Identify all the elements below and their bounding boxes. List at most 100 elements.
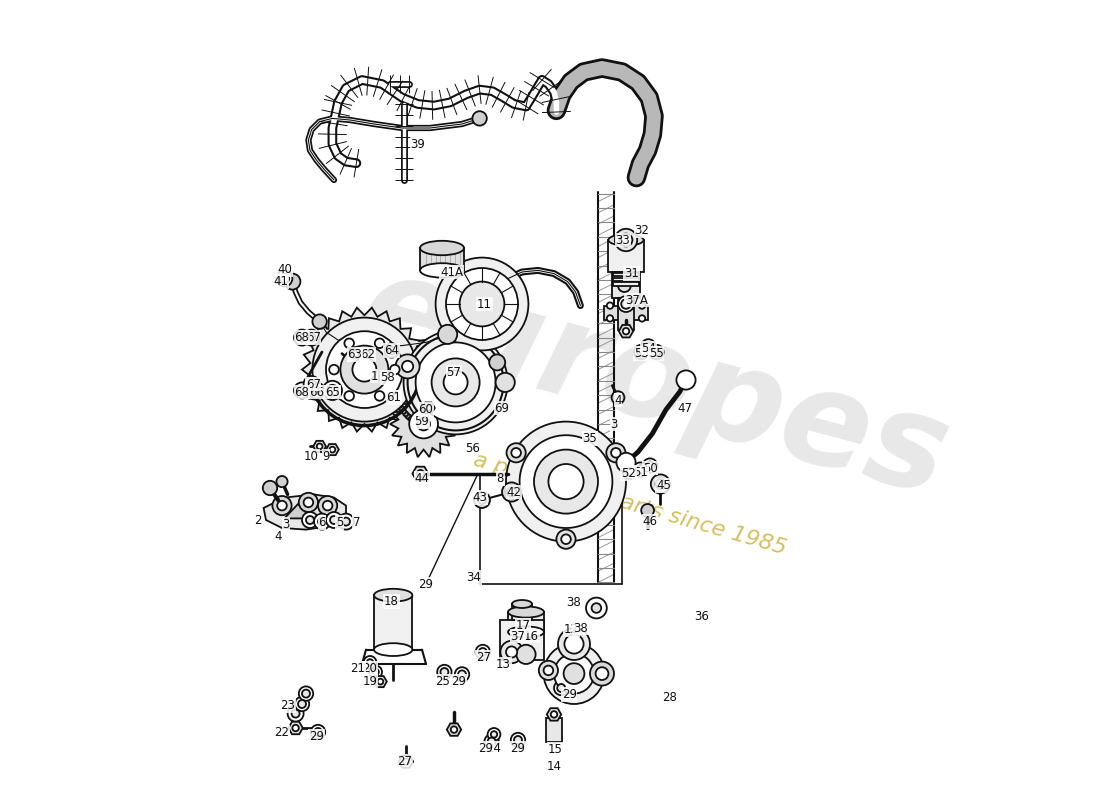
Text: 11: 11: [477, 298, 492, 310]
Text: 6: 6: [318, 516, 326, 529]
Text: a pasion for parts since 1985: a pasion for parts since 1985: [471, 450, 789, 558]
Circle shape: [406, 414, 410, 418]
Circle shape: [330, 446, 336, 453]
Circle shape: [306, 516, 313, 524]
Circle shape: [294, 382, 310, 398]
Circle shape: [385, 377, 390, 382]
Circle shape: [308, 380, 316, 388]
Circle shape: [652, 348, 660, 356]
Circle shape: [366, 659, 373, 666]
Circle shape: [314, 514, 330, 530]
Text: 35: 35: [583, 432, 597, 445]
Text: 43: 43: [472, 491, 487, 504]
Bar: [604, 306, 648, 320]
Circle shape: [425, 418, 435, 428]
Bar: [546, 718, 562, 742]
Circle shape: [543, 666, 553, 675]
Circle shape: [484, 734, 498, 749]
Circle shape: [402, 409, 410, 418]
Circle shape: [417, 421, 422, 426]
Bar: [507, 612, 543, 632]
Circle shape: [564, 634, 584, 654]
Circle shape: [326, 331, 403, 408]
Text: 32: 32: [635, 224, 649, 237]
Polygon shape: [619, 325, 634, 338]
Circle shape: [549, 464, 584, 499]
Circle shape: [415, 418, 425, 428]
Circle shape: [510, 733, 525, 747]
Circle shape: [477, 290, 492, 305]
Text: 61: 61: [386, 391, 402, 404]
Circle shape: [411, 417, 420, 426]
Circle shape: [474, 492, 490, 508]
Circle shape: [409, 416, 418, 426]
Circle shape: [414, 419, 418, 424]
Circle shape: [377, 678, 383, 685]
Circle shape: [314, 728, 322, 736]
Ellipse shape: [420, 263, 464, 278]
Circle shape: [387, 382, 393, 387]
Circle shape: [390, 365, 399, 374]
Circle shape: [403, 397, 412, 406]
Circle shape: [519, 435, 613, 528]
Text: 36: 36: [694, 610, 710, 622]
Polygon shape: [412, 466, 428, 481]
Circle shape: [312, 386, 320, 394]
Circle shape: [403, 411, 412, 421]
Circle shape: [302, 512, 318, 528]
Circle shape: [443, 370, 468, 394]
Text: 27: 27: [397, 755, 411, 768]
Circle shape: [389, 389, 398, 398]
Circle shape: [403, 758, 409, 765]
Circle shape: [436, 258, 528, 350]
Circle shape: [285, 274, 300, 290]
Circle shape: [487, 728, 500, 741]
Bar: [618, 298, 634, 330]
Circle shape: [405, 413, 415, 422]
Text: 64: 64: [384, 344, 399, 357]
Circle shape: [554, 681, 569, 695]
Bar: [374, 595, 412, 650]
Text: 29: 29: [418, 578, 433, 590]
Circle shape: [637, 466, 645, 474]
Bar: [608, 240, 644, 272]
Polygon shape: [264, 494, 346, 530]
Circle shape: [344, 391, 354, 401]
Text: 2: 2: [254, 514, 262, 526]
Circle shape: [382, 370, 390, 379]
Circle shape: [417, 418, 427, 428]
Text: 41A: 41A: [440, 266, 463, 278]
Circle shape: [373, 669, 378, 675]
Bar: [613, 282, 639, 286]
Circle shape: [440, 668, 449, 676]
Text: 51: 51: [632, 466, 648, 478]
Circle shape: [322, 501, 332, 510]
Circle shape: [375, 391, 384, 401]
Circle shape: [308, 334, 316, 342]
Circle shape: [512, 448, 521, 458]
Circle shape: [634, 345, 648, 359]
Text: 29: 29: [451, 675, 466, 688]
Circle shape: [618, 279, 630, 292]
Circle shape: [458, 670, 466, 678]
Circle shape: [563, 663, 584, 684]
Circle shape: [404, 411, 408, 416]
Circle shape: [641, 504, 654, 517]
Circle shape: [394, 395, 398, 400]
Circle shape: [400, 393, 410, 402]
Circle shape: [352, 358, 376, 382]
Circle shape: [359, 347, 373, 362]
Circle shape: [384, 372, 388, 377]
Circle shape: [304, 376, 320, 392]
Circle shape: [318, 496, 338, 515]
Circle shape: [649, 345, 663, 359]
Circle shape: [287, 706, 304, 722]
Circle shape: [438, 325, 458, 344]
Circle shape: [370, 666, 382, 678]
Text: 58: 58: [381, 371, 395, 384]
Text: 40: 40: [277, 263, 292, 276]
Circle shape: [322, 381, 342, 400]
Circle shape: [327, 385, 338, 396]
Bar: [420, 248, 464, 270]
Circle shape: [645, 342, 652, 350]
